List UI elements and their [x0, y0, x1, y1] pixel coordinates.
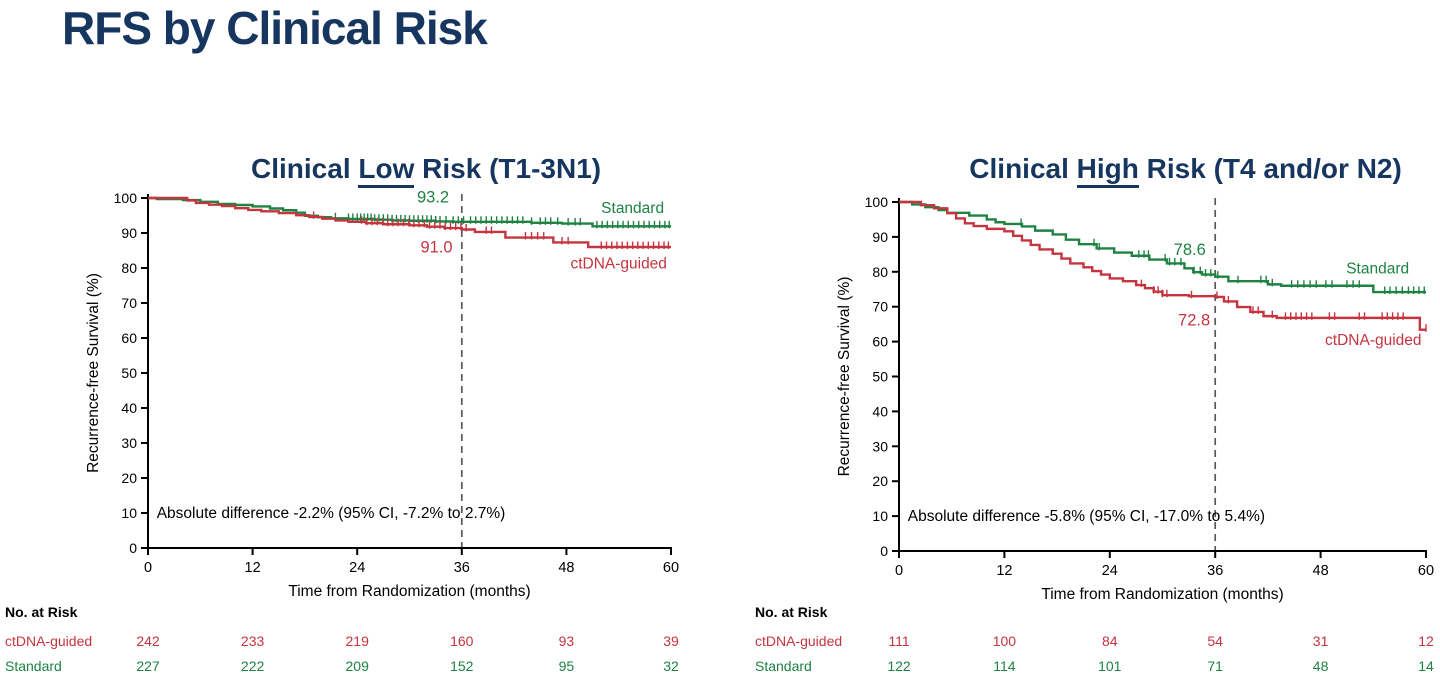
y-axis-title: Recurrence-free Survival (%) — [836, 277, 853, 477]
y-tick-label: 90 — [872, 229, 888, 245]
panel-title-high-pre: Clinical — [969, 153, 1077, 184]
panel-title-high-post: Risk (T4 and/or N2) — [1138, 153, 1402, 184]
y-tick-label: 20 — [872, 473, 888, 489]
y-tick-label: 40 — [121, 400, 137, 416]
risk-count-ctdna-guided: 12 — [1418, 633, 1434, 649]
risk-row-label-standard: Standard — [755, 658, 812, 674]
risk-count-ctdna-guided: 93 — [558, 633, 575, 649]
x-tick-label: 48 — [558, 560, 574, 576]
y-tick-label: 100 — [114, 190, 138, 206]
x-tick-label: 12 — [996, 563, 1012, 579]
y-tick-label: 40 — [872, 403, 888, 419]
y-tick-label: 30 — [872, 438, 888, 454]
risk-count-ctdna-guided: 84 — [1102, 633, 1118, 649]
absolute-difference-text: Absolute difference -2.2% (95% CI, -7.2%… — [157, 505, 506, 522]
y-tick-label: 50 — [121, 365, 137, 381]
landmark-value-ctdna-guided: 91.0 — [420, 239, 452, 257]
x-tick-label: 36 — [454, 560, 470, 576]
risk-count-ctdna-guided: 242 — [136, 633, 160, 649]
risk-count-standard: 122 — [887, 658, 911, 674]
risk-count-ctdna-guided: 54 — [1207, 633, 1223, 649]
landmark-value-standard: 78.6 — [1174, 241, 1206, 259]
risk-count-standard: 114 — [993, 658, 1016, 674]
risk-count-standard: 71 — [1207, 658, 1223, 674]
y-tick-label: 50 — [872, 369, 888, 385]
y-tick-label: 10 — [121, 505, 137, 521]
y-tick-label: 0 — [880, 543, 888, 559]
series-label-ctdna-guided: ctDNA-guided — [570, 255, 667, 272]
risk-count-ctdna-guided: 111 — [888, 633, 910, 649]
y-tick-label: 90 — [121, 225, 137, 241]
page-title: RFS by Clinical Risk — [62, 2, 488, 54]
x-tick-label: 60 — [1418, 563, 1434, 579]
absolute-difference-text: Absolute difference -5.8% (95% CI, -17.0… — [908, 508, 1265, 525]
risk-count-standard: 48 — [1312, 658, 1329, 674]
risk-count-standard: 14 — [1418, 658, 1434, 674]
panel-title-low-underlined: Low — [358, 153, 415, 188]
y-tick-label: 60 — [121, 330, 137, 346]
risk-count-standard: 227 — [136, 658, 160, 674]
risk-count-ctdna-guided: 100 — [992, 633, 1017, 649]
y-tick-label: 70 — [872, 299, 888, 315]
x-tick-label: 48 — [1313, 563, 1329, 579]
y-tick-label: 80 — [121, 260, 137, 276]
panel-title-high-underlined: High — [1076, 153, 1139, 188]
y-tick-label: 0 — [129, 540, 137, 556]
risk-count-standard: 152 — [450, 658, 474, 674]
y-tick-label: 10 — [872, 508, 888, 524]
series-label-standard: Standard — [601, 200, 664, 217]
risk-count-standard: 32 — [663, 658, 679, 674]
x-axis-title: Time from Randomization (months) — [288, 583, 530, 600]
x-tick-label: 0 — [895, 563, 903, 579]
risk-row-label-ctdna-guided: ctDNA-guided — [5, 633, 93, 649]
x-tick-label: 12 — [245, 560, 261, 576]
landmark-value-standard: 93.2 — [417, 188, 449, 206]
panel-title-high-risk: Clinical High Risk (T4 and/or N2) — [900, 112, 1440, 226]
y-tick-label: 100 — [865, 194, 889, 210]
risk-row-label-standard: Standard — [5, 658, 62, 674]
x-tick-label: 24 — [1102, 563, 1118, 579]
series-label-ctdna-guided: ctDNA-guided — [1325, 332, 1422, 349]
risk-count-ctdna-guided: 39 — [663, 633, 679, 649]
risk-count-ctdna-guided: 233 — [240, 633, 265, 649]
km-curve-ctdna-guided — [148, 196, 671, 249]
risk-row-label-ctdna-guided: ctDNA-guided — [755, 633, 843, 649]
panel-title-low-risk: Clinical Low Risk (T1-3N1) — [148, 112, 673, 226]
km-chart-high-risk: 0 10 20 30 40 50 60 70 80 90 100 0 12 24 36 48 60 Time fr… — [836, 194, 1434, 603]
y-tick-label: 80 — [872, 264, 888, 280]
risk-count-ctdna-guided: 31 — [1312, 633, 1329, 649]
x-tick-label: 0 — [144, 560, 152, 576]
y-axis-title: Recurrence-free Survival (%) — [85, 273, 102, 473]
y-tick-label: 70 — [121, 295, 137, 311]
x-tick-label: 36 — [1207, 563, 1223, 579]
series-label-standard: Standard — [1346, 260, 1409, 277]
x-tick-label: 24 — [349, 560, 365, 576]
y-tick-label: 30 — [121, 435, 137, 451]
landmark-value-ctdna-guided: 72.8 — [1178, 312, 1210, 330]
risk-count-ctdna-guided: 160 — [450, 633, 474, 649]
km-curve-ctdna-guided — [899, 200, 1426, 331]
panel-title-low-post: Risk (T1-3N1) — [414, 153, 602, 184]
y-tick-label: 20 — [121, 470, 137, 486]
risk-count-standard: 95 — [558, 658, 575, 674]
x-axis-title: Time from Randomization (months) — [1041, 586, 1283, 603]
km-chart-low-risk: 0 10 20 30 40 50 60 70 80 90 100 0 12 24 36 48 60 Time fr… — [85, 188, 679, 600]
risk-count-standard: 101 — [1098, 658, 1122, 674]
x-tick-label: 60 — [663, 560, 679, 576]
km-curve-standard — [899, 200, 1426, 294]
panel-title-low-pre: Clinical — [251, 153, 359, 184]
risk-count-standard: 222 — [240, 658, 265, 674]
risk-count-standard: 209 — [345, 658, 369, 674]
y-tick-label: 60 — [872, 334, 888, 350]
risk-count-ctdna-guided: 219 — [345, 633, 369, 649]
